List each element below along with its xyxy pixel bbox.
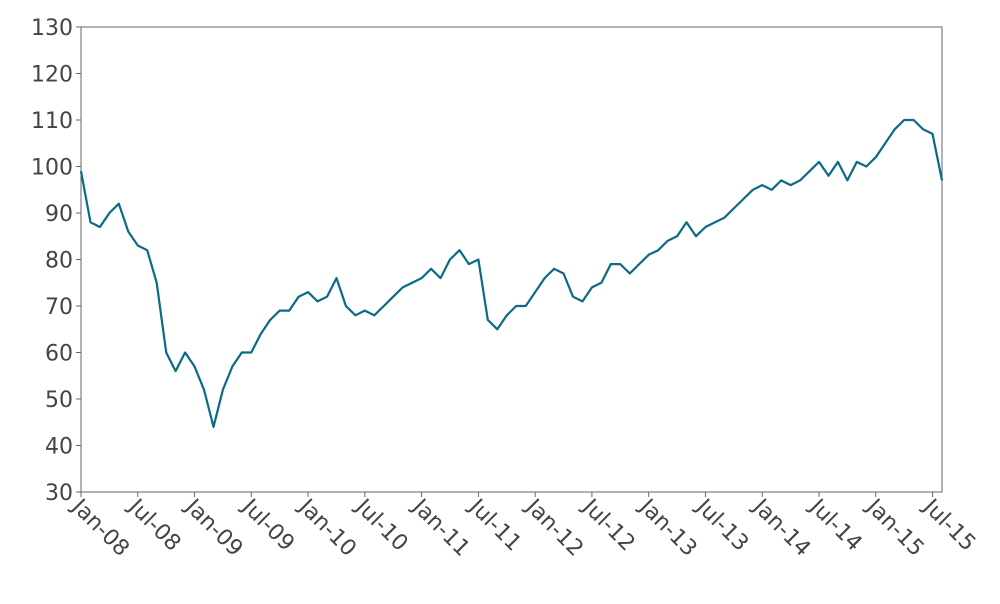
x-tick-label: Jan-12 — [519, 493, 587, 561]
plot-frame — [80, 26, 943, 493]
x-tick-label: Jul-09 — [236, 493, 299, 556]
y-tick-label: 60 — [45, 342, 73, 367]
y-tick-label: 70 — [45, 295, 73, 320]
x-tick-label: Jan-08 — [65, 493, 133, 561]
y-tick-label: 110 — [31, 109, 73, 134]
y-tick-label: 80 — [45, 249, 73, 274]
x-tick-label: Jul-08 — [122, 493, 185, 556]
x-tick-label: Jan-15 — [860, 493, 928, 561]
x-tick-label: Jul-11 — [463, 493, 526, 556]
x-tick-label: Jan-13 — [633, 493, 701, 561]
y-tick-label: 50 — [45, 388, 73, 413]
x-tick-label: Jul-15 — [917, 493, 980, 556]
x-tick-label: Jul-10 — [349, 493, 412, 556]
x-tick-label: Jul-14 — [803, 493, 866, 556]
y-tick-label: 40 — [45, 435, 73, 460]
y-tick-label: 30 — [45, 481, 73, 506]
y-tick-label: 130 — [31, 16, 73, 41]
x-tick-label: Jan-11 — [406, 493, 474, 561]
series-line — [79, 118, 944, 428]
x-tick-label: Jan-14 — [747, 493, 815, 561]
y-tick-label: 90 — [45, 202, 73, 227]
y-tick-label: 100 — [31, 156, 73, 181]
x-tick-label: Jul-13 — [690, 493, 753, 556]
x-tick-label: Jan-09 — [179, 493, 247, 561]
y-tick-label: 120 — [31, 63, 73, 88]
x-tick-label: Jan-10 — [292, 493, 360, 561]
x-tick-label: Jul-12 — [576, 493, 639, 556]
